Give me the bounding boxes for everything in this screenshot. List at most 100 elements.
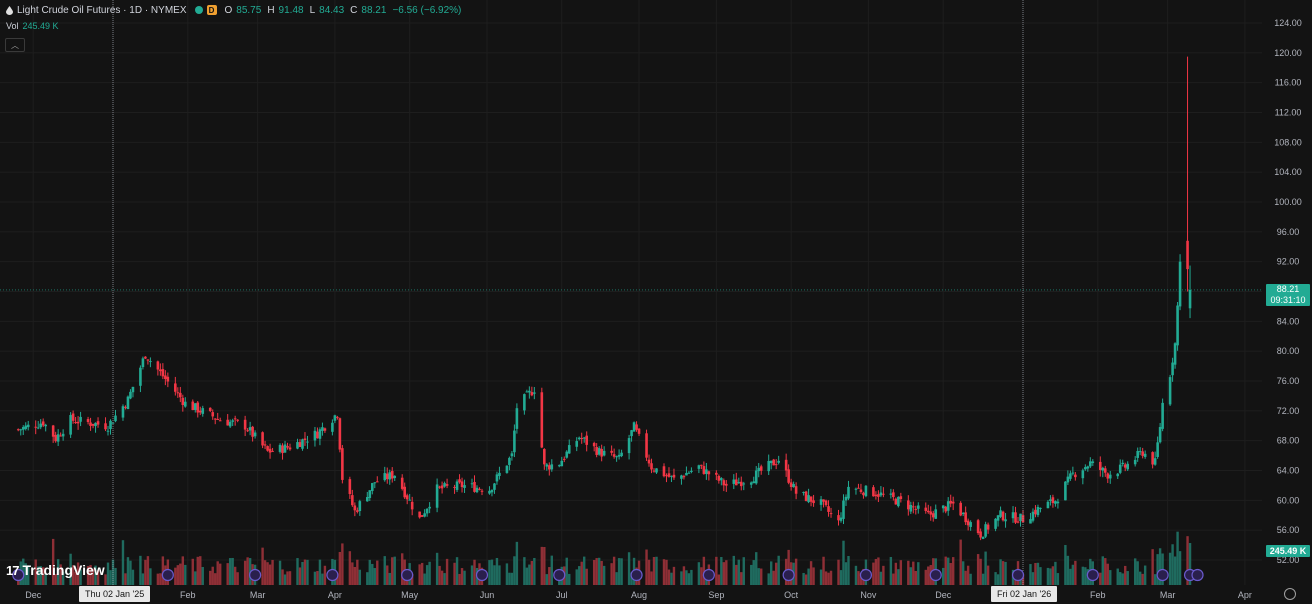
candle-body [341, 448, 344, 480]
event-marker-icon [161, 568, 174, 582]
volume-bar [278, 560, 282, 585]
candle-body [602, 450, 606, 456]
candle-body [682, 476, 686, 478]
volume-bar [1021, 573, 1025, 585]
event-marker-icon [12, 568, 25, 582]
candle-body [286, 446, 289, 448]
candle-body [879, 492, 883, 496]
candle-body [812, 500, 815, 504]
volume-bar [271, 559, 274, 585]
volume-bar [1051, 566, 1055, 585]
volume-bar [702, 556, 706, 585]
volume-bar [996, 574, 1000, 585]
candle-body [179, 392, 182, 398]
candle-body [196, 402, 200, 413]
candle-body [271, 450, 274, 452]
candle-body [54, 434, 57, 442]
volume-bar [700, 567, 703, 585]
volume-bar [897, 569, 900, 585]
candle-body [475, 487, 479, 493]
candle-body [650, 463, 653, 470]
volume-bar [24, 563, 27, 585]
candle-body [645, 433, 648, 458]
volume-bar [418, 564, 421, 585]
candle-body [508, 457, 511, 465]
candle-body [969, 522, 972, 527]
collapse-legend-button[interactable]: ︿ [5, 38, 25, 52]
volume-bar [1004, 561, 1007, 585]
candle-body [505, 465, 509, 473]
volume-bar [548, 567, 551, 585]
volume-bar [1158, 548, 1162, 585]
volume-bar [1133, 558, 1137, 585]
volume-bar [877, 557, 880, 585]
volume-bar [493, 565, 496, 585]
candle-body [1101, 467, 1105, 471]
last-price-tag: 88.21 09:31:10 [1266, 284, 1310, 306]
candle-body [944, 506, 948, 512]
candle-body [124, 406, 127, 408]
volume-bar [1046, 567, 1050, 585]
candle-body [892, 492, 895, 498]
candle-body [159, 369, 162, 372]
volume-bar [1071, 564, 1075, 585]
volume-bar [76, 562, 80, 585]
candle-body [784, 459, 788, 471]
volume-bar [969, 573, 972, 585]
volume-bar [612, 556, 616, 585]
volume-bar [266, 562, 269, 585]
volume-bar [191, 558, 194, 585]
volume-bar [428, 561, 431, 585]
candle-body [722, 480, 726, 486]
candle-body [864, 485, 868, 497]
volume-bar [59, 564, 62, 585]
candle-body [754, 470, 758, 484]
settings-icon[interactable] [1284, 588, 1296, 600]
crosshair-date-tag: Fri 02 Jan '26 [991, 586, 1058, 602]
candle-body [1036, 506, 1040, 516]
candle-body [857, 487, 860, 489]
volume-bar [645, 549, 648, 585]
price-tick-label: 76.00 [1277, 376, 1300, 386]
candle-body [184, 401, 187, 407]
volume-bar [959, 539, 962, 585]
price-tick-label: 68.00 [1277, 436, 1300, 446]
candle-body [243, 419, 247, 430]
volume-legend: Vol 245.49 K [6, 21, 59, 31]
candle-body [1019, 513, 1022, 522]
candle-body [16, 429, 20, 431]
candle-body [809, 496, 813, 502]
change-value: −6.56 (−6.92%) [392, 4, 462, 16]
volume-bar [879, 571, 883, 585]
volume-bar [179, 563, 182, 585]
candle-body [1141, 451, 1144, 456]
candle-body [582, 437, 586, 439]
candle-body [941, 505, 945, 509]
volume-bar [286, 571, 289, 585]
candle-body [1011, 512, 1015, 519]
time-tick-label: Apr [328, 590, 342, 600]
volume-bar [844, 562, 848, 585]
volume-bar [670, 572, 673, 585]
volume-bar [443, 573, 446, 585]
volume-bar [827, 572, 830, 585]
candle-body [1123, 464, 1127, 468]
volume-bar [1176, 531, 1179, 585]
candle-body [478, 488, 481, 490]
symbol-title[interactable]: Light Crude Oil Futures · 1D · NYMEX [17, 4, 187, 16]
candle-body [94, 422, 97, 427]
price-tick-label: 116.00 [1275, 78, 1302, 88]
volume-bar [243, 560, 247, 585]
candle-body [759, 466, 763, 471]
price-tick-label: 56.00 [1277, 525, 1300, 535]
candle-body [111, 422, 115, 424]
volume-bar [1121, 573, 1124, 585]
volume-bar [306, 559, 309, 585]
candle-body [827, 506, 830, 512]
volume-bar [298, 567, 302, 585]
tradingview-logo[interactable]: 17 TradingView [6, 562, 105, 578]
volume-bar [787, 549, 790, 585]
candle-body [914, 508, 918, 510]
candle-body [774, 464, 778, 466]
